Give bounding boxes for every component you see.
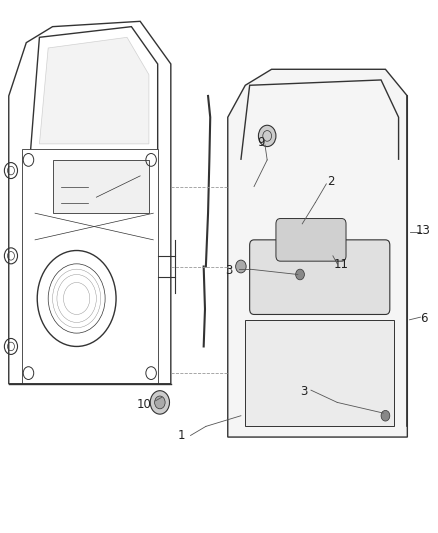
FancyBboxPatch shape (250, 240, 390, 314)
Circle shape (155, 396, 165, 409)
Text: 3: 3 (225, 264, 232, 277)
Text: 10: 10 (137, 398, 152, 410)
Text: 6: 6 (420, 312, 427, 325)
Polygon shape (39, 37, 149, 144)
Text: 11: 11 (333, 258, 348, 271)
Circle shape (296, 269, 304, 280)
Text: 3: 3 (300, 385, 307, 398)
Polygon shape (245, 320, 394, 426)
Circle shape (150, 391, 170, 414)
FancyBboxPatch shape (276, 219, 346, 261)
Circle shape (258, 125, 276, 147)
Circle shape (236, 260, 246, 273)
Text: 9: 9 (257, 136, 265, 149)
Text: 13: 13 (416, 224, 431, 237)
Polygon shape (228, 69, 407, 437)
Circle shape (381, 410, 390, 421)
Text: 1: 1 (178, 429, 186, 442)
Polygon shape (53, 160, 149, 213)
Text: 2: 2 (327, 175, 335, 188)
